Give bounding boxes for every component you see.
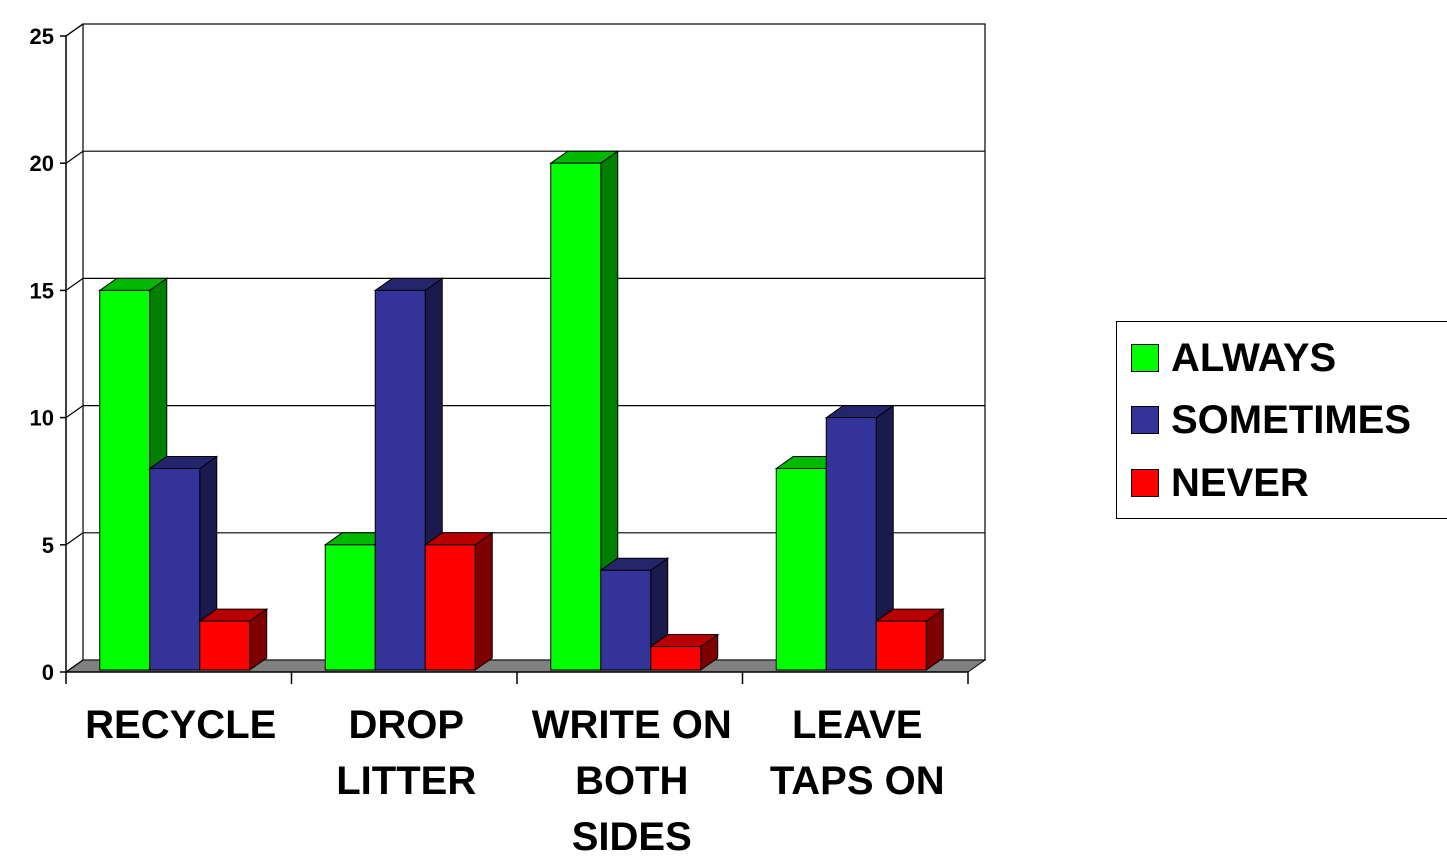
y-tick-wall-edge	[65, 150, 84, 164]
bar-sometimes-1	[374, 289, 426, 671]
y-tick-label: 5	[42, 533, 54, 558]
x-category-label: LITTER	[336, 759, 476, 803]
x-category-label: SIDES	[572, 815, 692, 859]
legend-label-sometimes: SOMETIMES	[1171, 397, 1412, 442]
x-category-label: RECYCLE	[85, 703, 276, 747]
y-tick-wall-edge	[65, 277, 84, 291]
y-tick-wall-edge	[65, 532, 84, 546]
legend-item-never: NEVER	[1131, 458, 1309, 508]
bar-sometimes-2	[600, 569, 652, 671]
y-tick-wall-edge	[65, 659, 84, 673]
bar-never-1-side	[474, 531, 493, 671]
bar-sometimes-0	[149, 467, 201, 671]
y-tick-label: 20	[30, 151, 54, 176]
bar-always-0	[99, 289, 151, 671]
legend-swatch-never	[1131, 469, 1159, 497]
bar-always-2	[550, 162, 602, 671]
x-category-label: BOTH	[575, 759, 688, 803]
bar-never-0	[199, 620, 251, 671]
bar-always-3	[775, 467, 827, 671]
chart-legend: ALWAYS SOMETIMES NEVER	[1116, 321, 1447, 519]
legend-swatch-always	[1131, 344, 1159, 372]
legend-label-always: ALWAYS	[1171, 335, 1337, 380]
y-tick-label: 25	[30, 24, 54, 49]
x-category-label: LEAVE	[792, 703, 922, 747]
bar-never-2	[650, 646, 702, 671]
y-tick-wall-edge	[65, 23, 84, 37]
bar-never-3	[875, 620, 927, 671]
legend-item-always: ALWAYS	[1131, 333, 1336, 383]
bar-never-1	[424, 544, 476, 671]
y-tick-label: 0	[42, 660, 54, 685]
bar-always-1	[324, 544, 376, 671]
bar-sometimes-3	[825, 417, 877, 671]
legend-swatch-sometimes	[1131, 406, 1159, 434]
y-tick-label: 10	[30, 406, 54, 431]
x-category-label: WRITE ON	[532, 703, 732, 747]
legend-label-never: NEVER	[1171, 460, 1309, 505]
x-category-label: DROP	[348, 703, 464, 747]
y-tick-wall-edge	[65, 405, 84, 419]
legend-item-sometimes: SOMETIMES	[1131, 395, 1411, 445]
x-category-label: TAPS ON	[770, 759, 945, 803]
y-tick-label: 15	[30, 278, 54, 303]
